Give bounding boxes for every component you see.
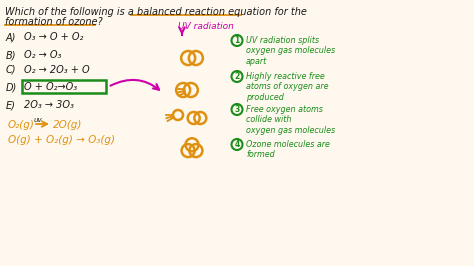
Text: O + O₂→O₃: O + O₂→O₃ [24,82,77,92]
Text: A): A) [6,32,17,42]
Text: UV radiation: UV radiation [178,22,234,31]
Text: O(g) + O₂(g) → O₃(g): O(g) + O₂(g) → O₃(g) [8,135,115,145]
Text: UV radiation splits
oxygen gas molecules
apart: UV radiation splits oxygen gas molecules… [246,36,335,66]
Text: 2O₃ → 3O₃: 2O₃ → 3O₃ [24,100,74,110]
Text: 2: 2 [234,72,240,81]
Text: O₂ → O₃: O₂ → O₃ [24,50,61,60]
Text: 3: 3 [234,105,240,114]
Text: D): D) [6,82,17,92]
Text: O₂(g): O₂(g) [8,120,35,130]
Text: uv: uv [34,117,43,123]
Text: 2O(g): 2O(g) [53,120,82,130]
Text: O₃ → O + O₂: O₃ → O + O₂ [24,32,83,42]
Text: Free oxygen atoms
collide with
oxygen gas molecules: Free oxygen atoms collide with oxygen ga… [246,105,335,135]
Text: 4: 4 [234,140,240,149]
Text: E): E) [6,100,16,110]
Text: Ozone molecules are
formed: Ozone molecules are formed [246,140,330,159]
Text: 1: 1 [234,36,240,45]
Text: Which of the following is a balanced reaction equation for the: Which of the following is a balanced rea… [5,7,307,17]
Text: Highly reactive free
atoms of oxygen are
produced: Highly reactive free atoms of oxygen are… [246,72,328,102]
Text: B): B) [6,50,17,60]
Text: O₂ → 2O₃ + O: O₂ → 2O₃ + O [24,65,90,75]
Text: formation of ozone?: formation of ozone? [5,17,103,27]
Text: C): C) [6,65,17,75]
